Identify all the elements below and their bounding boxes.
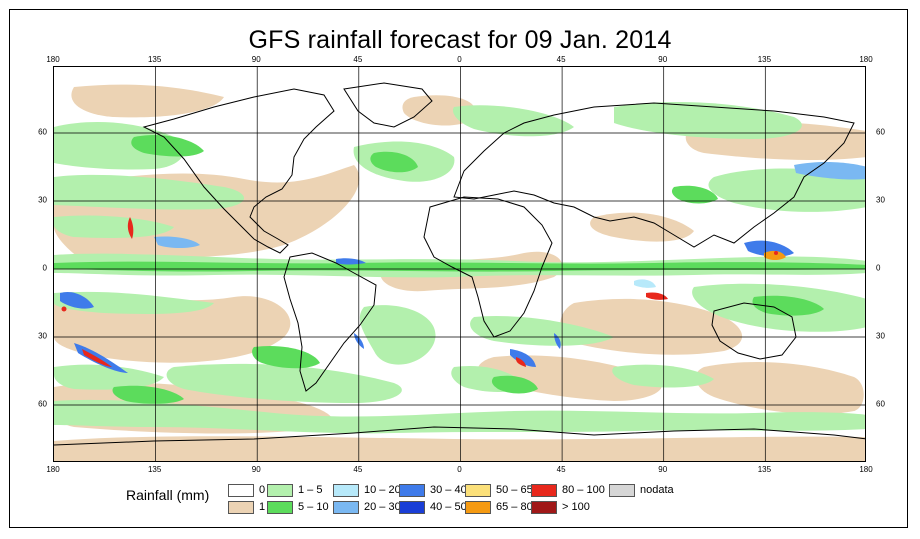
top-lon-tick: 45 xyxy=(556,55,566,64)
left-lat-tick: 60 xyxy=(38,399,47,409)
left-lat-tick: 60 xyxy=(38,127,47,137)
legend-label: 50 – 65 xyxy=(496,484,533,496)
legend-swatch xyxy=(228,484,254,497)
legend-swatch xyxy=(531,484,557,497)
bottom-lon-tick: 90 xyxy=(658,465,668,474)
legend-label: 80 – 100 xyxy=(562,484,605,496)
top-lon-tick: 135 xyxy=(757,55,772,64)
legend-label: 20 – 30 xyxy=(364,501,401,513)
bottom-lon-tick: 0 xyxy=(457,465,462,474)
right-lat-tick: 30 xyxy=(876,331,885,341)
legend-swatch xyxy=(531,501,557,514)
legend-title: Rainfall (mm) xyxy=(126,487,210,503)
right-lat-tick: 30 xyxy=(876,195,885,205)
top-lon-tick: 90 xyxy=(251,55,261,64)
legend-swatch xyxy=(399,484,425,497)
bottom-lon-tick: 45 xyxy=(353,465,363,474)
top-lon-tick: 0 xyxy=(457,55,462,64)
legend-label: 40 – 50 xyxy=(430,501,467,513)
bottom-lon-tick: 135 xyxy=(147,465,162,474)
legend-label: 10 – 20 xyxy=(364,484,401,496)
rainfall-map xyxy=(53,66,866,462)
legend-swatch xyxy=(267,484,293,497)
legend-label: 65 – 80 xyxy=(496,501,533,513)
top-lon-tick: 135 xyxy=(147,55,162,64)
legend-swatch xyxy=(465,484,491,497)
map-title: GFS rainfall forecast for 09 Jan. 2014 xyxy=(248,26,672,54)
top-lon-tick: 180 xyxy=(859,55,873,64)
bottom-lon-tick: 90 xyxy=(251,465,261,474)
graticule xyxy=(54,67,865,461)
top-lon-tick: 180 xyxy=(46,55,60,64)
bottom-lon-tick: 180 xyxy=(859,465,873,474)
legend-swatch xyxy=(333,484,359,497)
left-lat-tick: 30 xyxy=(38,331,47,341)
coastlines xyxy=(54,82,865,446)
legend-swatch xyxy=(228,501,254,514)
legend-label: 30 – 40 xyxy=(430,484,467,496)
legend-label: nodata xyxy=(640,484,674,496)
top-lon-tick: 45 xyxy=(353,55,363,64)
right-lat-tick: 60 xyxy=(876,399,885,409)
legend-swatch xyxy=(609,484,635,497)
bottom-lon-tick: 45 xyxy=(556,465,566,474)
right-lat-tick: 60 xyxy=(876,127,885,137)
legend-swatch xyxy=(465,501,491,514)
legend-label: 5 – 10 xyxy=(298,501,329,513)
legend-swatch xyxy=(399,501,425,514)
legend-label: 1 – 5 xyxy=(298,484,323,496)
top-lon-tick: 90 xyxy=(658,55,668,64)
map-svg xyxy=(54,67,865,461)
bottom-lon-tick: 135 xyxy=(757,465,772,474)
legend-swatch xyxy=(333,501,359,514)
legend-label: 0 xyxy=(259,484,266,496)
legend-swatch xyxy=(267,501,293,514)
legend-label: 1 xyxy=(259,501,266,513)
right-lat-tick: 0 xyxy=(876,263,881,273)
legend-label: > 100 xyxy=(562,501,590,513)
left-lat-tick: 30 xyxy=(38,195,47,205)
left-lat-tick: 0 xyxy=(42,263,47,273)
bottom-lon-tick: 180 xyxy=(46,465,60,474)
